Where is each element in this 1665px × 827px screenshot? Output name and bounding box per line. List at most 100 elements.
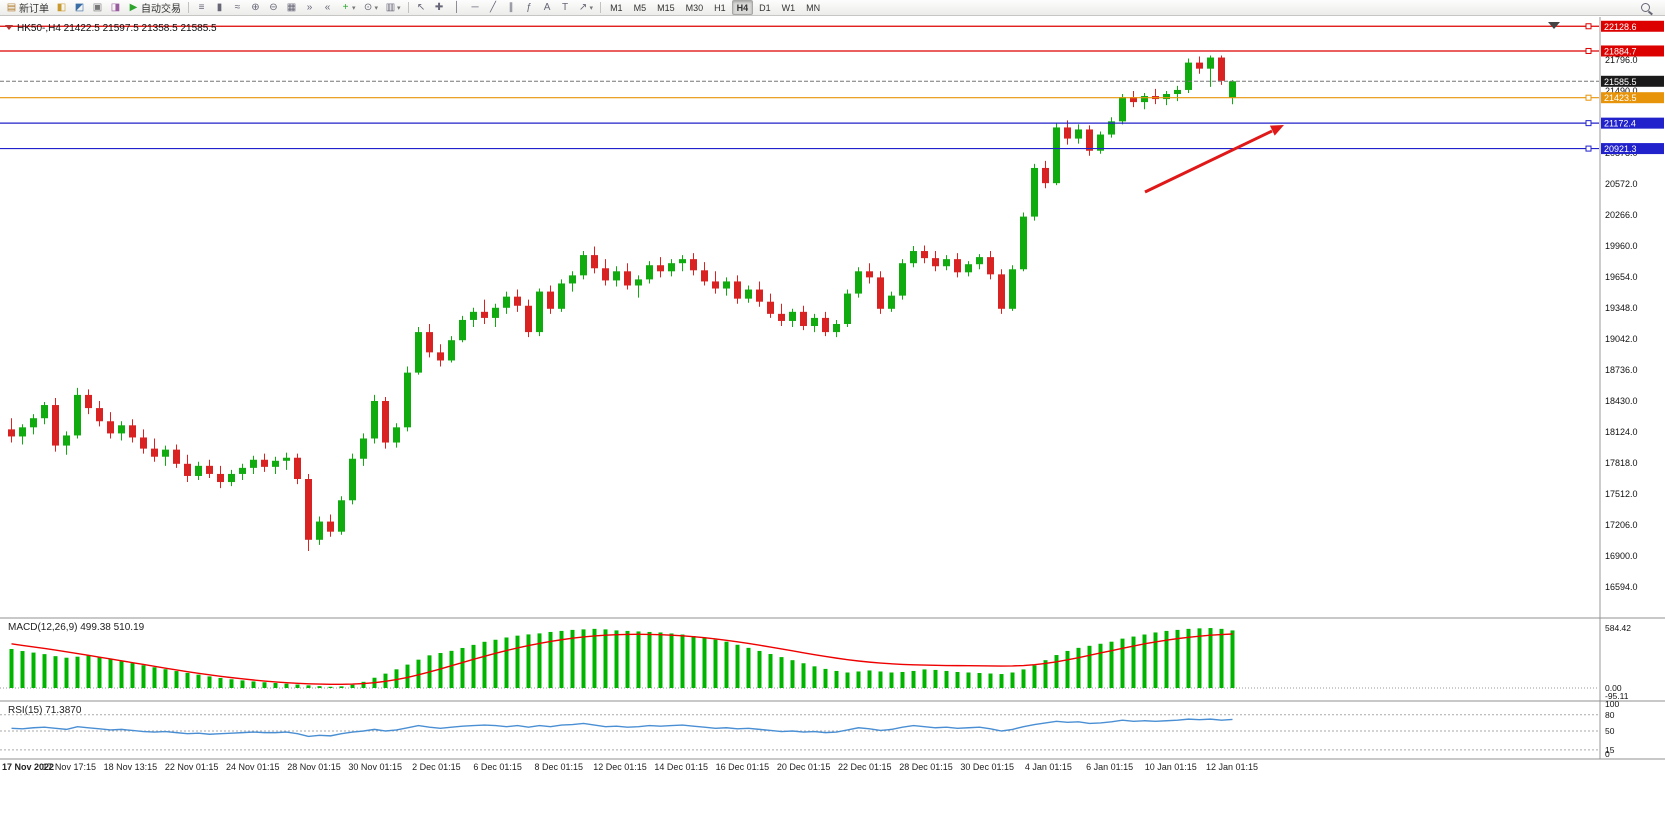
chart-shift-button[interactable]: «: [319, 1, 336, 15]
horizontal-line-object[interactable]: [0, 120, 1599, 127]
arrow-shapes-icon: ↗: [578, 1, 588, 13]
main-toolbar: ▤ 新订单 ◧ ◩ ▣ ◨ ▶ 自动交易 ≡ ▮ ≈ ⊕ ⊖ ▦» «+ ▾ ⊙ ▾ ▥ ▾ ↖ ✚ │ ─ ╱ ∥ ƒ A T ↗ ▾…: [0, 0, 1665, 16]
chart-window[interactable]: 21796.021490.021184.020878.020572.020266…: [0, 16, 1665, 827]
line-handle[interactable]: [1585, 94, 1592, 101]
svg-text:-95.11: -95.11: [1605, 691, 1629, 701]
chevron-down-icon: ▾: [589, 4, 594, 12]
new-order-icon: ▤: [6, 1, 17, 13]
market-watch-icon: ◧: [56, 1, 67, 13]
horizontal-line-object[interactable]: [0, 47, 1599, 54]
line-handle[interactable]: [1585, 23, 1592, 30]
svg-text:17818.0: 17818.0: [1605, 458, 1638, 468]
label-button[interactable]: T: [557, 1, 574, 15]
navigator-button[interactable]: ◩: [71, 1, 88, 15]
timeframe-m5-button[interactable]: M5: [633, 2, 647, 13]
chevron-down-icon: ▾: [374, 4, 379, 12]
symbol-marker-icon: [5, 25, 13, 30]
horizontal-line-object[interactable]: [0, 94, 1599, 101]
autotrading-icon: ▶: [129, 1, 138, 13]
periods-button[interactable]: ⊙ ▾: [360, 1, 382, 15]
zoom-out-button[interactable]: ⊖: [265, 1, 282, 15]
svg-text:20 Dec 01:15: 20 Dec 01:15: [777, 762, 831, 772]
svg-text:21490.0: 21490.0: [1605, 86, 1638, 96]
strategy-tester-icon: ◨: [110, 1, 121, 13]
candlestick-chart-button[interactable]: ▮: [211, 1, 228, 15]
search-icon: [1641, 3, 1650, 12]
fibonacci-button[interactable]: ƒ: [521, 1, 538, 15]
indicators-button[interactable]: + ▾: [337, 1, 359, 15]
timeframe-m15-button[interactable]: M15: [657, 2, 675, 13]
svg-text:16 Dec 01:15: 16 Dec 01:15: [716, 762, 770, 772]
trendline-button[interactable]: ╱: [485, 1, 502, 15]
macd-label: MACD(12,26,9) 499.38 510.19: [8, 622, 145, 633]
channel-button[interactable]: ∥: [503, 1, 520, 15]
toolbar-chart-group: ≡ ▮ ≈ ⊕ ⊖ ▦» «+ ▾ ⊙ ▾ ▥ ▾: [193, 1, 404, 15]
line-chart-button[interactable]: ≈: [229, 1, 246, 15]
toolbar-right-group: [1641, 3, 1662, 12]
templates-button[interactable]: ▥ ▾: [382, 1, 404, 15]
svg-text:18736.0: 18736.0: [1605, 365, 1638, 375]
bars-chart-button[interactable]: ≡: [193, 1, 210, 15]
market-watch-button[interactable]: ◧: [53, 1, 70, 15]
vertical-line-button[interactable]: │: [449, 1, 466, 15]
auto-scroll-button[interactable]: »: [301, 1, 318, 15]
svg-text:20572.0: 20572.0: [1605, 179, 1638, 189]
templates-icon: ▥: [385, 1, 396, 13]
chart-shift-marker-icon[interactable]: [1548, 22, 1560, 29]
navigator-icon: ◩: [74, 1, 85, 13]
macd-signal-line: [11, 633, 1233, 686]
svg-text:22 Dec 01:15: 22 Dec 01:15: [838, 762, 892, 772]
toolbar-draw-group: ↖ ✚ │ ─ ╱ ∥ ƒ A T ↗ ▾: [413, 1, 597, 15]
price-axis: 21796.021490.021184.020878.020572.020266…: [1605, 55, 1638, 592]
cursor-button[interactable]: ↖: [413, 1, 430, 15]
tile-windows-button[interactable]: ▦: [283, 1, 300, 15]
zoom-in-button[interactable]: ⊕: [247, 1, 264, 15]
line-handle[interactable]: [1585, 120, 1592, 127]
trendline-icon: ╱: [490, 1, 497, 13]
chevron-down-icon: ▾: [397, 4, 401, 12]
price-badge: 21585.5: [1601, 75, 1664, 87]
cursor-icon: ↖: [416, 1, 426, 13]
timeframe-d1-button[interactable]: D1: [759, 2, 771, 13]
svg-text:12 Dec 01:15: 12 Dec 01:15: [593, 762, 647, 772]
timeframe-w1-button[interactable]: W1: [781, 2, 796, 13]
crosshair-button[interactable]: ✚: [431, 1, 448, 15]
toolbar-separator: [600, 2, 602, 13]
periods-icon: ⊙: [363, 1, 373, 13]
search-button[interactable]: [1641, 3, 1650, 12]
channel-icon: ∥: [508, 1, 514, 13]
text-button[interactable]: A: [539, 1, 556, 15]
timeframe-h4-button[interactable]: H4: [731, 0, 754, 15]
chevron-down-icon: ▾: [352, 4, 356, 12]
svg-text:20266.0: 20266.0: [1605, 210, 1638, 220]
svg-text:17512.0: 17512.0: [1605, 489, 1638, 499]
svg-text:21172.4: 21172.4: [1604, 119, 1636, 129]
autotrading-button[interactable]: ▶ 自动交易: [125, 1, 184, 16]
svg-text:28 Nov 01:15: 28 Nov 01:15: [287, 762, 341, 772]
horizontal-line-button[interactable]: ─: [467, 1, 484, 15]
timeframe-m30-button[interactable]: M30: [685, 2, 704, 13]
svg-text:21884.7: 21884.7: [1604, 46, 1637, 56]
line-handle[interactable]: [1585, 47, 1592, 54]
terminal-button[interactable]: ▣: [89, 1, 106, 15]
arrow-shapes-button[interactable]: ↗ ▾: [575, 1, 597, 15]
horizontal-line-object[interactable]: [0, 23, 1599, 30]
svg-text:584.42: 584.42: [1605, 623, 1631, 633]
terminal-icon: ▣: [92, 1, 103, 13]
toolbar-separator: [407, 2, 409, 13]
timeframe-m1-button[interactable]: M1: [610, 2, 623, 13]
vertical-line-icon: │: [453, 1, 461, 13]
svg-text:22 Nov 01:15: 22 Nov 01:15: [165, 762, 219, 772]
horizontal-line-object[interactable]: [0, 145, 1599, 152]
label-icon: T: [561, 1, 569, 13]
trend-arrow-object[interactable]: [1144, 125, 1284, 194]
strategy-tester-button[interactable]: ◨: [107, 1, 124, 15]
timeframe-h1-button[interactable]: H1: [714, 2, 726, 13]
svg-text:20921.3: 20921.3: [1604, 144, 1637, 154]
bars-chart-icon: ≡: [198, 1, 205, 13]
new-order-button[interactable]: ▤ 新订单: [3, 1, 52, 16]
line-handle[interactable]: [1585, 145, 1592, 152]
timeframe-mn-button[interactable]: MN: [806, 2, 821, 13]
new-order-button-label: 新订单: [19, 4, 49, 15]
